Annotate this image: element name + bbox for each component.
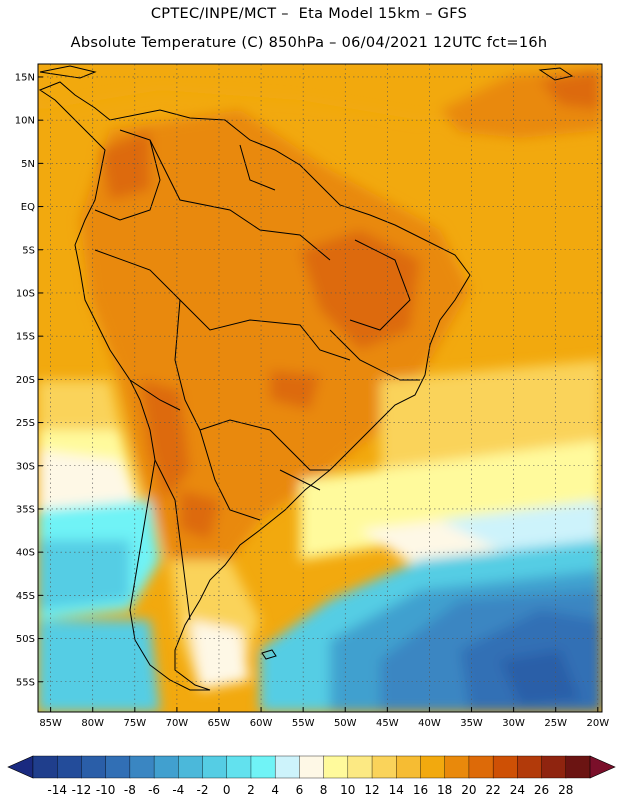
lat-label: 15S bbox=[16, 332, 35, 343]
plot-frame bbox=[37, 63, 603, 713]
lon-label: 55W bbox=[292, 718, 315, 729]
colorbar-swatch bbox=[105, 755, 131, 779]
colorbar-swatch bbox=[468, 755, 494, 779]
colorbar-label: 6 bbox=[296, 783, 304, 797]
colorbar-swatch bbox=[299, 755, 325, 779]
colorbar-label: -14 bbox=[47, 783, 67, 797]
colorbar-swatch bbox=[323, 755, 349, 779]
colorbar-label: 4 bbox=[271, 783, 279, 797]
colorbar-label: 28 bbox=[558, 783, 573, 797]
lat-label: EQ bbox=[21, 202, 35, 213]
colorbar-label: 12 bbox=[364, 783, 379, 797]
lat-label: 5N bbox=[21, 159, 35, 170]
colorbar-swatch bbox=[347, 755, 373, 779]
lat-label: 55S bbox=[16, 677, 35, 688]
colorbar-swatch bbox=[202, 755, 228, 779]
latitude-axis: 15N 10N 5N EQ 5S 10S 15S 20S 25S 30S 35S 40S 45S 50S 5… bbox=[15, 72, 43, 688]
lat-label: 40S bbox=[16, 548, 35, 559]
lon-label: 25W bbox=[544, 718, 567, 729]
colorbar-swatch bbox=[226, 755, 252, 779]
lon-label: 30W bbox=[502, 718, 525, 729]
lat-label: 10S bbox=[16, 288, 35, 299]
lon-label: 45W bbox=[376, 718, 399, 729]
title-line-2: Absolute Temperature (C) 850hPa – 06/04/… bbox=[70, 35, 548, 51]
coastlines bbox=[38, 65, 574, 691]
colorbar-swatch bbox=[420, 755, 446, 779]
lon-label: 80W bbox=[81, 718, 104, 729]
colorbar-swatch bbox=[153, 755, 179, 779]
lat-label: 45S bbox=[16, 591, 35, 602]
colorbar-label: 2 bbox=[247, 783, 255, 797]
lon-label: 60W bbox=[250, 718, 273, 729]
colorbar-swatch bbox=[178, 755, 204, 779]
lon-label: 35W bbox=[460, 718, 483, 729]
colorbar-label: 24 bbox=[510, 783, 525, 797]
graticule bbox=[38, 64, 602, 712]
lon-label: 70W bbox=[166, 718, 189, 729]
colorbar-label: 10 bbox=[340, 783, 355, 797]
colorbar-label: 22 bbox=[485, 783, 500, 797]
lon-label: 65W bbox=[208, 718, 231, 729]
colorbar-label: 26 bbox=[534, 783, 549, 797]
lat-label: 15N bbox=[15, 72, 35, 83]
temperature-field bbox=[38, 64, 602, 712]
colorbar-swatch bbox=[57, 755, 83, 779]
lon-label: 85W bbox=[39, 718, 62, 729]
colorbar-swatch bbox=[517, 755, 543, 779]
lat-label: 5S bbox=[22, 245, 35, 256]
colorbar-high-arrow bbox=[589, 755, 616, 779]
colorbar-label: 8 bbox=[320, 783, 328, 797]
lon-label: 20W bbox=[586, 718, 609, 729]
colorbar-label: -2 bbox=[197, 783, 209, 797]
colorbar-label: 14 bbox=[389, 783, 404, 797]
colorbar-swatch bbox=[371, 755, 397, 779]
colorbar-swatch bbox=[541, 755, 567, 779]
title-line-1: CPTEC/INPE/MCT – Eta Model 15km – GFS bbox=[150, 6, 468, 22]
lat-label: 35S bbox=[16, 504, 35, 515]
colorbar-label: 0 bbox=[223, 783, 231, 797]
colorbar-swatch bbox=[32, 755, 58, 779]
colorbar-label: -4 bbox=[172, 783, 184, 797]
colorbar-swatch bbox=[81, 755, 107, 779]
lat-label: 10N bbox=[15, 116, 35, 127]
colorbar-label: -6 bbox=[148, 783, 160, 797]
colorbar-swatch bbox=[565, 755, 591, 779]
colorbar-label: -8 bbox=[124, 783, 136, 797]
lat-label: 25S bbox=[16, 418, 35, 429]
colorbar-swatch bbox=[274, 755, 300, 779]
colorbar-low-arrow bbox=[7, 755, 34, 779]
lon-label: 40W bbox=[418, 718, 441, 729]
colorbar-swatch bbox=[129, 755, 155, 779]
colorbar-swatch bbox=[396, 755, 422, 779]
lat-label: 30S bbox=[16, 461, 35, 472]
lat-label: 50S bbox=[16, 634, 35, 645]
colorbar-label: -10 bbox=[96, 783, 116, 797]
colorbar: -14 -12 -10 -8 -6 -4 -2 0 2 4 6 8 10 12 14 16 18 20 22 24 26… bbox=[7, 755, 616, 797]
colorbar-label: 18 bbox=[437, 783, 452, 797]
colorbar-swatch bbox=[444, 755, 470, 779]
colorbar-swatch bbox=[250, 755, 276, 779]
lat-label: 20S bbox=[16, 375, 35, 386]
lon-label: 50W bbox=[334, 718, 357, 729]
colorbar-swatch bbox=[492, 755, 518, 779]
colorbar-label: -12 bbox=[72, 783, 92, 797]
colorbar-label: 20 bbox=[461, 783, 476, 797]
colorbar-label: 16 bbox=[413, 783, 428, 797]
lon-label: 75W bbox=[123, 718, 146, 729]
longitude-axis: 85W 80W 75W 70W 65W 60W 55W 50W 45W 40W 35W 30W 25W 2… bbox=[39, 707, 609, 729]
